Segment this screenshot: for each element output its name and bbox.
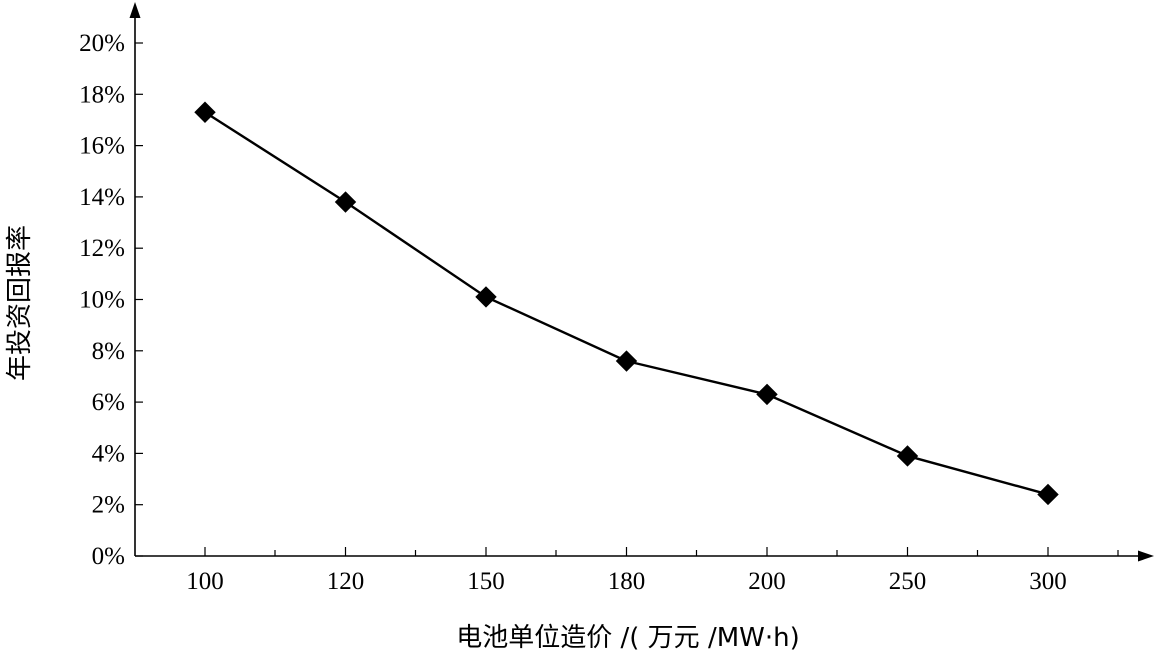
x-tick-label: 250 — [889, 568, 927, 595]
x-axis-title: 电池单位造价 /( 万元 /MW·h) — [456, 623, 800, 653]
x-tick-label: 150 — [467, 568, 505, 595]
markers — [194, 101, 1059, 506]
y-axis-arrow-icon — [129, 2, 141, 18]
y-tick-label: 12% — [79, 235, 125, 262]
y-tick-label: 4% — [92, 440, 125, 467]
y-tick-label: 14% — [79, 184, 125, 211]
y-tick-label: 16% — [79, 133, 125, 160]
y-tick-label: 20% — [79, 30, 125, 57]
data-point-diamond — [475, 286, 497, 308]
y-tick-label: 6% — [92, 389, 125, 416]
y-tick-label: 2% — [92, 492, 125, 519]
y-tick-label: 18% — [79, 81, 125, 108]
x-axis-arrow-icon — [1138, 550, 1154, 562]
y-axis-title: 年投资回报率 — [5, 225, 35, 381]
data-point-diamond — [194, 101, 216, 123]
axes — [129, 2, 1154, 562]
x-tick-label: 100 — [186, 568, 224, 595]
y-ticks: 0% 2% 4% 6% 8% 10% 12% 14% 16% 18% 20% — [79, 30, 143, 570]
x-tick-label: 200 — [748, 568, 786, 595]
data-point-diamond — [615, 350, 638, 372]
x-tick-label: 180 — [608, 568, 646, 595]
y-tick-label: 10% — [79, 287, 125, 314]
series-line — [204, 111, 1049, 496]
y-tick-label: 0% — [92, 543, 125, 570]
series — [204, 111, 1049, 496]
data-point-diamond — [896, 445, 919, 467]
x-tick-label: 300 — [1029, 568, 1067, 595]
data-point-diamond — [334, 191, 357, 213]
data-point-diamond — [756, 383, 778, 406]
x-ticks: 100 120 150 180 200 250 300 — [186, 547, 1119, 595]
x-tick-label: 120 — [327, 568, 365, 595]
data-point-diamond — [1037, 483, 1059, 506]
y-tick-label: 8% — [92, 338, 125, 365]
